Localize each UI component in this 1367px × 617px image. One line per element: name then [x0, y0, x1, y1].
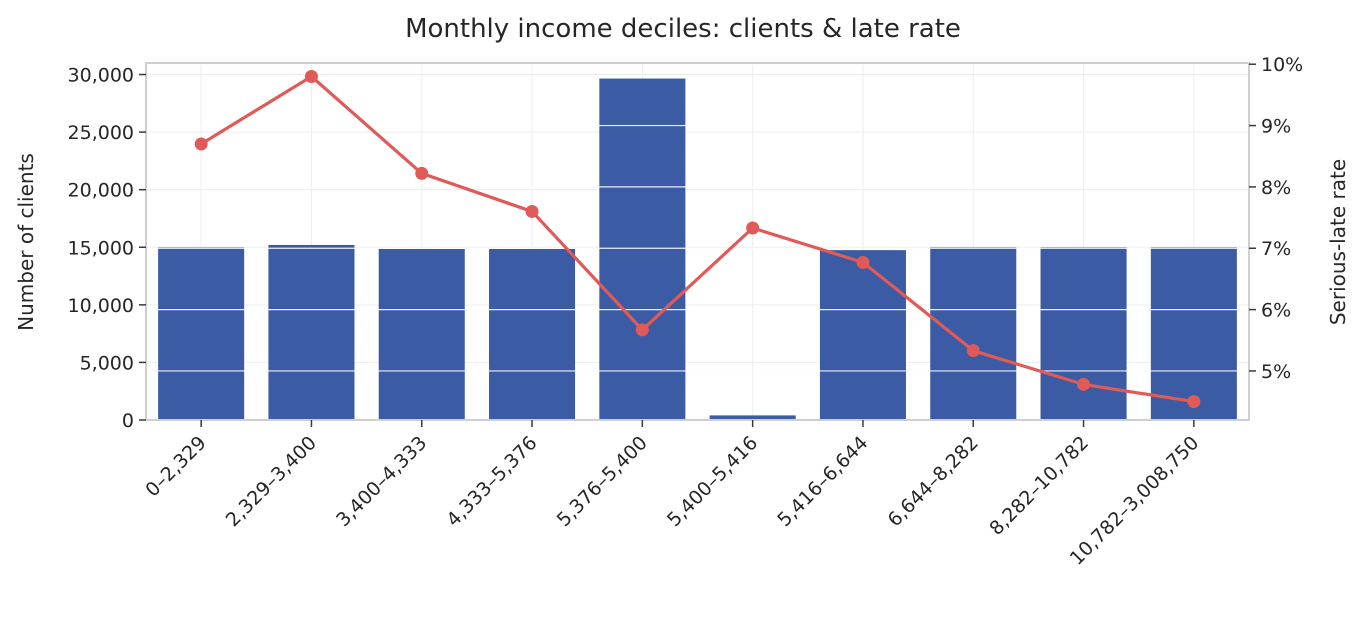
rate-point: [194, 137, 208, 151]
x-tick-label: 2,329–3,400: [222, 432, 321, 531]
rate-point: [304, 69, 318, 83]
y2-axis-label: Serious-late rate: [1326, 159, 1350, 325]
x-tick-label: 5,416–6,644: [773, 432, 872, 531]
x-tick-label: 6,644–8,282: [884, 432, 983, 531]
bar: [819, 250, 906, 420]
y2-tick-label: 6%: [1261, 300, 1291, 322]
x-tick-label: 3,400–4,333: [332, 432, 431, 531]
y-tick-label: 25,000: [68, 122, 134, 144]
plot-frame: [145, 62, 1250, 421]
y2-tick-label: 10%: [1261, 54, 1303, 76]
bar: [1040, 247, 1127, 420]
y2-tick-label: 9%: [1261, 116, 1291, 138]
y-tick-label: 15,000: [68, 237, 134, 259]
rate-point: [635, 323, 649, 337]
bar: [158, 247, 245, 420]
x-tick-label: 5,400–5,416: [663, 432, 762, 531]
rate-point: [525, 204, 539, 218]
rate-line: [200, 74, 1195, 404]
bar: [709, 415, 796, 420]
y-tick-label: 5,000: [80, 352, 134, 374]
bar: [1150, 247, 1237, 420]
y-tick-label: 0: [122, 410, 134, 432]
y2-tick-label: 8%: [1261, 177, 1291, 199]
x-tick-label: 8,282–10,782: [985, 432, 1093, 540]
chart-title: Monthly income deciles: clients & late r…: [405, 14, 961, 44]
y-tick-label: 20,000: [68, 180, 134, 202]
bar: [378, 248, 465, 420]
x-tick-label: 5,376–5,400: [553, 432, 652, 531]
frame-layer: [145, 62, 1250, 421]
y2-tick-label: 7%: [1261, 238, 1291, 260]
bar: [268, 244, 355, 420]
rate-point: [1187, 395, 1201, 409]
rate-point: [1077, 377, 1091, 391]
x-tick-label: 4,333–5,376: [442, 432, 541, 531]
overlay-grid-layer: [146, 63, 1249, 372]
bars-layer: [158, 78, 1237, 420]
x-tick-label: 0–2,329: [141, 432, 210, 501]
rate-point: [856, 255, 870, 269]
line-layer: [194, 69, 1201, 409]
bar: [930, 247, 1017, 420]
rate-point: [746, 221, 760, 235]
rate-point: [415, 166, 429, 180]
y-tick-label: 30,000: [68, 65, 134, 87]
y2-tick-label: 5%: [1261, 361, 1291, 383]
y-tick-label: 10,000: [68, 295, 134, 317]
bar: [599, 78, 686, 420]
bar: [489, 248, 576, 420]
y-axis-label: Number of clients: [14, 153, 38, 331]
rate-point: [966, 344, 980, 358]
